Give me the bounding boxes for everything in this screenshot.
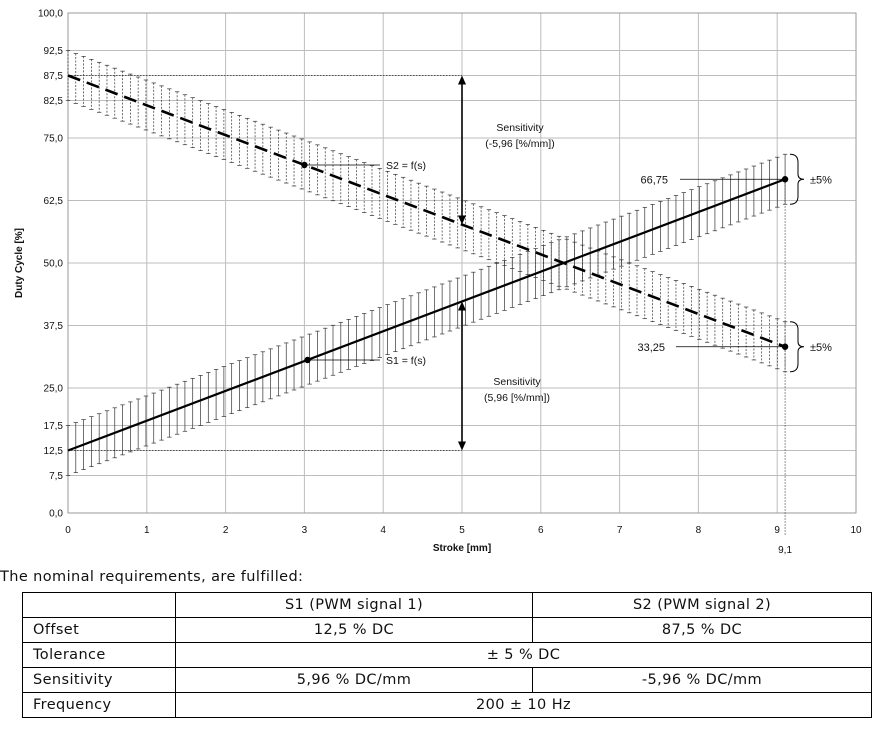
- tolerance-bottom-label: ±5%: [810, 342, 832, 354]
- table-row-offset: Offset 12,5 % DC 87,5 % DC: [22, 617, 872, 643]
- s1-sensitivity-title: Sensitivity: [493, 376, 541, 388]
- table-row-frequency: Frequency 200 ± 10 Hz: [22, 692, 872, 718]
- s2-line: [67, 74, 786, 348]
- row-label: Tolerance: [22, 642, 176, 668]
- x-tick-label: 9: [774, 525, 780, 536]
- series-lines: [67, 74, 805, 452]
- x-tick-label: 5: [459, 525, 465, 536]
- s2-sensitivity-title: Sensitivity: [496, 122, 544, 134]
- table-cell: 87,5 % DC: [532, 617, 872, 643]
- sensitivity-arrow-s2-head: [458, 215, 466, 225]
- table-header-row: S1 (PWM signal 1) S2 (PWM signal 2): [22, 592, 872, 618]
- s2-sensitivity-value: (-5,96 [%/mm]): [485, 138, 554, 150]
- sensitivity-arrow-s1-head: [458, 301, 466, 311]
- s1-line: [67, 178, 786, 452]
- s2-end-value: 33,25: [637, 342, 665, 354]
- table-cell: -5,96 % DC/mm: [532, 667, 872, 693]
- table-header-s2: S2 (PWM signal 2): [532, 592, 872, 618]
- row-label: Sensitivity: [22, 667, 176, 693]
- sensitivity-arrow-s1-head: [458, 441, 466, 451]
- y-tick-label: 12,5: [44, 446, 64, 457]
- s1-sensitivity-value: (5,96 [%/mm]): [484, 392, 550, 404]
- table-row-tolerance: Tolerance ± 5 % DC: [22, 642, 872, 668]
- table-row-sensitivity: Sensitivity 5,96 % DC/mm -5,96 % DC/mm: [22, 667, 872, 693]
- row-label: Offset: [22, 617, 176, 643]
- y-axis-label: Duty Cycle [%]: [14, 228, 25, 298]
- row-label: Frequency: [22, 692, 176, 718]
- y-tick-label: 62,5: [44, 196, 64, 207]
- tick-labels: 0 1 2 3 4 5 6 7 8 9 100,07,512,517,525,037,550,062…: [38, 9, 862, 537]
- x-tick-label: 3: [302, 525, 308, 536]
- table-cell: ± 5 % DC: [175, 642, 872, 668]
- end-stroke-label: 9,1: [778, 545, 792, 556]
- y-tick-label: 17,5: [44, 421, 64, 432]
- x-tick-label: 8: [696, 525, 702, 536]
- y-tick-label: 87,5: [44, 71, 64, 82]
- duty-cycle-chart: 0 1 2 3 4 5 6 7 8 9 100,07,512,517,525,037,550,062…: [14, 9, 862, 557]
- y-tick-label: 7,5: [49, 471, 63, 482]
- table-cell: [22, 592, 176, 618]
- s2-marker: [301, 161, 308, 169]
- requirements-table: S1 (PWM signal 1) S2 (PWM signal 2) Offs…: [22, 592, 872, 718]
- table-cell: 200 ± 10 Hz: [175, 692, 872, 718]
- s1-series-label: S1 = f(s): [386, 355, 426, 367]
- table-cell: 12,5 % DC: [175, 617, 533, 643]
- x-tick-label: 6: [538, 525, 544, 536]
- y-tick-label: 25,0: [44, 384, 64, 395]
- y-tick-label: 75,0: [44, 134, 64, 145]
- s2-series-label: S2 = f(s): [386, 160, 426, 172]
- table-header-s1: S1 (PWM signal 1): [175, 592, 533, 618]
- tolerance-brace-bottom: [789, 321, 805, 373]
- s1-end-value: 66,75: [640, 174, 668, 186]
- y-tick-label: 0,0: [49, 509, 63, 520]
- y-tick-label: 50,0: [44, 259, 64, 270]
- y-tick-label: 100,0: [38, 9, 63, 20]
- table-cell: 5,96 % DC/mm: [175, 667, 533, 693]
- y-tick-label: 92,5: [44, 46, 64, 57]
- plot-frame: [67, 12, 857, 514]
- x-tick-label: 7: [617, 525, 623, 536]
- guide-lines: [68, 75, 786, 535]
- x-tick-label: 2: [223, 525, 229, 536]
- requirements-caption: The nominal requirements, are fulfilled:: [0, 569, 304, 585]
- sensitivity-arrow-s2-head: [458, 75, 466, 85]
- tolerance-top-label: ±5%: [810, 174, 832, 186]
- x-axis-label: Stroke [mm]: [433, 543, 491, 554]
- x-tick-label: 10: [850, 525, 862, 536]
- y-tick-label: 37,5: [44, 321, 64, 332]
- x-tick-label: 0: [65, 525, 71, 536]
- tolerance-brace-top: [789, 153, 805, 205]
- x-tick-label: 1: [144, 525, 150, 536]
- y-tick-label: 82,5: [44, 96, 64, 107]
- x-tick-label: 4: [380, 525, 386, 536]
